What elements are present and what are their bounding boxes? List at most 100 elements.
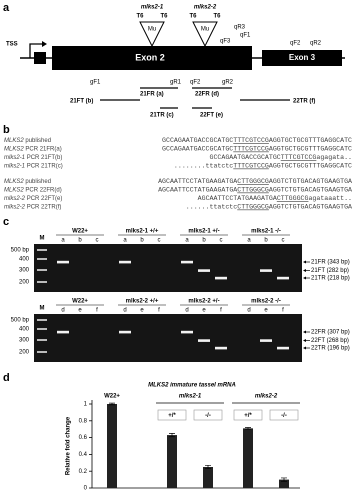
product-arrowhead xyxy=(303,330,306,334)
row-desc: PCR 21TR(c) xyxy=(27,163,63,169)
sequence-part: TTTCGTCCG xyxy=(233,137,269,144)
sequence-part: AGGTCTGTGACAGTGAAGTGA xyxy=(269,178,352,185)
band xyxy=(57,330,69,334)
row-desc: PCR 21FR(a) xyxy=(25,146,61,152)
error-bar xyxy=(169,433,175,438)
chart: MLKS2 immature tassel mRNA Relative fold … xyxy=(66,383,300,492)
row-desc: PCR 21FT(b) xyxy=(27,155,63,161)
category-label: +/* xyxy=(244,413,252,419)
sequence-part: CTTGGGCG xyxy=(237,186,269,193)
exon-2 xyxy=(52,46,252,70)
insertion-triangle xyxy=(192,21,218,48)
bar xyxy=(279,479,289,488)
lane-label: f xyxy=(220,308,222,314)
band xyxy=(57,260,69,264)
sequence-part: TTTCGTCCG xyxy=(281,154,317,161)
group-label: mlks2-1 -/- xyxy=(251,229,281,235)
marker-band xyxy=(37,281,47,283)
lane-label: c xyxy=(158,238,161,244)
exon-label: Exon 3 xyxy=(289,53,316,62)
lane-label: b xyxy=(202,238,206,244)
group-label: mlks2-2 +/+ xyxy=(126,299,159,305)
gel xyxy=(34,314,302,362)
primer-label: qF2 xyxy=(290,41,301,47)
lane-label: b xyxy=(78,238,82,244)
gel xyxy=(34,244,302,292)
insertion-label: T6 xyxy=(136,14,144,20)
lane-label: a xyxy=(61,238,65,244)
row-desc: published xyxy=(25,138,51,144)
lane-label: a xyxy=(123,238,127,244)
size-label: 500 bp xyxy=(11,318,30,324)
chart-title: MLKS2 immature tassel mRNA xyxy=(148,383,236,389)
sequence-part: ........ttatctc xyxy=(174,162,233,169)
group-label: W22+ xyxy=(72,299,88,305)
product-label: 22TR (f) xyxy=(293,99,315,105)
category-label: W22+ xyxy=(104,394,120,400)
band xyxy=(119,260,131,264)
product-label: 21FR (a) xyxy=(140,92,164,98)
primer-label: qR3 xyxy=(234,25,246,31)
lane-label: a xyxy=(247,238,251,244)
lane-label: a xyxy=(185,238,189,244)
product-arrowhead xyxy=(303,260,306,264)
band xyxy=(260,339,272,342)
row-desc: PCR 22FT(e) xyxy=(27,196,63,202)
sequence: AGCAATTCCTATGAAGATGACTTGGGCGAGGTCTGTGACA… xyxy=(158,186,352,193)
row-name: mlks2-2 PCR 22FT(e) xyxy=(4,196,62,202)
product-label: 22TR (196 bp) xyxy=(311,346,350,352)
insertion-label: T6 xyxy=(213,14,221,20)
primer-label: gR1 xyxy=(170,80,182,86)
size-label: 300 xyxy=(19,338,30,344)
size-label: 200 xyxy=(19,280,30,286)
sequence-part: AGCAATTCCTATGAAGATGA xyxy=(158,178,237,185)
category-box xyxy=(193,409,223,421)
sequence-part: agataaatt.. xyxy=(308,195,352,202)
sequence-part: CTTGGGCG xyxy=(237,178,269,185)
primer-label: qR2 xyxy=(310,41,322,47)
lane-label: c xyxy=(282,238,285,244)
y-tick-label: 0.8 xyxy=(79,418,88,424)
bar xyxy=(203,467,213,488)
product-arrowhead xyxy=(303,276,306,280)
band xyxy=(260,269,272,272)
marker-band xyxy=(37,319,47,321)
y-tick-label: 0.6 xyxy=(79,435,88,441)
lane-label: e xyxy=(202,308,206,314)
product-lines xyxy=(100,87,290,109)
tss-label: TSS xyxy=(6,42,18,48)
category-box xyxy=(269,409,299,421)
lane-label: d xyxy=(247,308,250,314)
y-tick-label: 0 xyxy=(84,486,88,492)
sequence-part: GCCAGAATGACCGCATGC xyxy=(162,137,233,144)
panel-label: a xyxy=(3,2,10,14)
y-tick-label: 0.4 xyxy=(79,452,88,458)
product-arrowhead xyxy=(303,339,306,342)
row-name: mlks2-1 PCR 21TR(c) xyxy=(4,163,63,169)
marker-band xyxy=(37,351,47,353)
gene-name: MLKS2 xyxy=(4,138,24,144)
product-label: 21FT (282 bp) xyxy=(311,268,349,274)
allele-label: mlks2-2 xyxy=(194,5,217,11)
y-tick-label: 0.2 xyxy=(79,469,88,475)
row-name: mlks2-1 PCR 21FT(b) xyxy=(4,155,62,161)
lane-label: f xyxy=(282,308,284,314)
insertion-label: T6 xyxy=(189,14,197,20)
error-bar xyxy=(281,477,287,482)
element-label: Mu xyxy=(201,27,209,33)
tss-arrowhead xyxy=(42,41,47,47)
sequence-part: AGGTCTGTGACAGTGAAGTGA xyxy=(269,203,352,210)
lane-label: e xyxy=(264,308,268,314)
alignment: MLKS2 published GCCAGAATGACCGCATGCTTTCGTC… xyxy=(4,137,352,211)
row-name: MLKS2 PCR 22FR(d) xyxy=(4,187,62,193)
size-label: 400 xyxy=(19,327,30,333)
sequence-part: AGGTCTGTGACAGTGAAGTGA xyxy=(269,186,352,193)
group-label: mlks2-2 -/- xyxy=(251,299,281,305)
product-label: 21FR (343 bp) xyxy=(311,260,350,266)
lane-label: c xyxy=(96,238,99,244)
sequence-part: AGGTGCTGCGTTTGAGGCATC xyxy=(269,145,352,152)
sequence: GCCAGAATGACCGCATGCTTTCGTCCGAGGTGCTGCGTTT… xyxy=(162,145,352,152)
row-name: MLKS2 published xyxy=(4,138,51,144)
product-label: 22FT (e) xyxy=(200,113,223,119)
